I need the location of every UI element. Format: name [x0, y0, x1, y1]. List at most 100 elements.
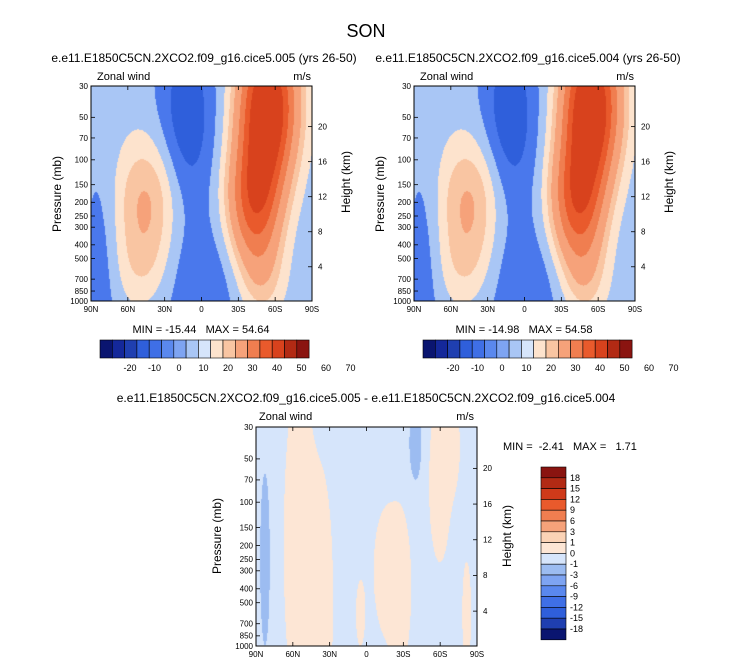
- panel-3-height-axis: 4 8 12 16 20: [473, 464, 492, 616]
- colorbar-swatch: [540, 553, 567, 565]
- colorbar-tick-label: -10: [471, 363, 484, 373]
- colorbar-tick-label: 9: [570, 505, 575, 515]
- pressure-tick-label: 400: [240, 585, 254, 594]
- latitude-tick-label: 90S: [470, 650, 484, 659]
- colorbar-swatch: [557, 339, 571, 359]
- colorbar-swatch: [540, 499, 567, 511]
- latitude-tick-label: 60N: [120, 305, 135, 314]
- pressure-tick-label: 700: [398, 275, 412, 284]
- panel-3-units: m/s: [456, 411, 474, 423]
- colorbar-swatch: [148, 339, 162, 359]
- pressure-tick-label: 70: [79, 134, 88, 143]
- latitude-tick-label: 60S: [591, 305, 605, 314]
- colorbar-tick-label: -20: [446, 363, 459, 373]
- colorbar-tick-label: 50: [296, 363, 306, 373]
- latitude-tick-label: 30S: [554, 305, 568, 314]
- panel-3: e.e11.E1850C5CN.2XCO2.f09_g16.cice5.005 …: [117, 391, 637, 659]
- height-tick-label: 16: [641, 157, 650, 166]
- colorbar-swatch: [210, 339, 224, 359]
- colorbar-tick-label: -20: [123, 363, 136, 373]
- colorbar-swatch: [540, 617, 567, 630]
- colorbar-tick-label: -10: [148, 363, 161, 373]
- colorbar-tick-label: 0: [570, 548, 575, 558]
- height-tick-label: 8: [641, 228, 646, 237]
- colorbar-swatch: [496, 339, 510, 359]
- pressure-tick-label: 250: [398, 212, 412, 221]
- pressure-tick-label: 200: [75, 198, 89, 207]
- latitude-tick-label: 30N: [480, 305, 495, 314]
- colorbar-swatch: [594, 339, 608, 359]
- colorbar-swatch: [459, 339, 473, 359]
- height-tick-label: 8: [483, 571, 488, 580]
- height-tick-label: 12: [483, 536, 492, 545]
- panel-2-colorbar: -20 -10 0 10 20 30 40 50 60 70: [422, 339, 679, 373]
- colorbar-swatch: [434, 339, 448, 359]
- colorbar-tick-label: 20: [546, 363, 556, 373]
- pressure-tick-label: 30: [244, 423, 253, 432]
- height-tick-label: 16: [318, 157, 327, 166]
- pressure-tick-label: 200: [398, 198, 412, 207]
- colorbar-swatch: [447, 339, 461, 359]
- main-title: SON: [346, 21, 385, 41]
- panel-1-units: m/s: [293, 71, 311, 83]
- panel-2-stats: MIN = -14.98 MAX = 54.58: [456, 324, 593, 336]
- colorbar-swatch: [173, 339, 187, 359]
- latitude-tick-label: 30S: [231, 305, 245, 314]
- colorbar-tick-label: 60: [321, 363, 331, 373]
- colorbar-tick-label: 30: [570, 363, 580, 373]
- colorbar-tick-label: 30: [247, 363, 257, 373]
- colorbar-swatch: [540, 531, 567, 543]
- height-tick-label: 12: [318, 192, 327, 201]
- colorbar-swatch: [540, 563, 567, 576]
- pressure-tick-label: 100: [240, 498, 254, 507]
- panel-3-left-label: Zonal wind: [259, 411, 312, 423]
- height-tick-label: 16: [483, 500, 492, 509]
- colorbar-swatch: [570, 339, 584, 359]
- pressure-tick-label: 850: [75, 287, 89, 296]
- latitude-tick-label: 90S: [628, 305, 642, 314]
- height-tick-label: 8: [318, 228, 323, 237]
- panel-3-ylabel-right: Height (km): [500, 505, 514, 567]
- pressure-tick-label: 150: [240, 523, 254, 532]
- colorbar-swatch: [540, 509, 567, 522]
- panel-1-stats: MIN = -15.44 MAX = 54.64: [133, 324, 270, 336]
- panel-3-contour-field: [256, 427, 477, 646]
- colorbar-tick-label: 70: [668, 363, 678, 373]
- latitude-tick-label: 30S: [396, 650, 410, 659]
- panel-1-title: e.e11.E1850C5CN.2XCO2.f09_g16.cice5.005 …: [51, 51, 356, 65]
- colorbar-tick-label: 12: [570, 494, 580, 504]
- colorbar-swatch: [271, 339, 285, 359]
- colorbar-swatch: [235, 339, 248, 359]
- latitude-tick-label: 30N: [322, 650, 337, 659]
- panel-1-ylabel: Pressure (mb): [50, 156, 64, 232]
- colorbar-swatch: [422, 339, 436, 359]
- colorbar-swatch: [222, 339, 236, 359]
- latitude-tick-label: 90S: [305, 305, 319, 314]
- panel-1-colorbar: -20 -10 0 10 20 30 40 50 60 70: [99, 339, 356, 373]
- pressure-tick-label: 700: [75, 275, 89, 284]
- colorbar-tick-label: 6: [570, 516, 575, 526]
- pressure-tick-label: 500: [75, 254, 89, 263]
- pressure-tick-label: 850: [398, 287, 412, 296]
- panel-2-ylabel: Pressure (mb): [373, 156, 387, 232]
- height-tick-label: 12: [641, 192, 650, 201]
- pressure-tick-label: 500: [240, 599, 254, 608]
- colorbar-tick-label: 50: [619, 363, 629, 373]
- colorbar-swatch: [540, 477, 567, 489]
- colorbar-tick-label: -9: [570, 592, 578, 602]
- colorbar-swatch: [161, 339, 175, 359]
- latitude-tick-label: 90N: [249, 650, 264, 659]
- colorbar-tick-label: 15: [570, 484, 580, 494]
- colorbar-tick-label: -15: [570, 613, 583, 623]
- pressure-tick-label: 30: [402, 82, 411, 91]
- colorbar-swatch: [284, 339, 298, 359]
- pressure-tick-label: 50: [79, 113, 88, 122]
- colorbar-tick-label: -3: [570, 570, 578, 580]
- height-tick-label: 4: [483, 607, 488, 616]
- colorbar-swatch: [112, 339, 125, 359]
- panel-1-latitude-axis: 90N 60N 30N 0 30S 60S 90S: [84, 86, 319, 314]
